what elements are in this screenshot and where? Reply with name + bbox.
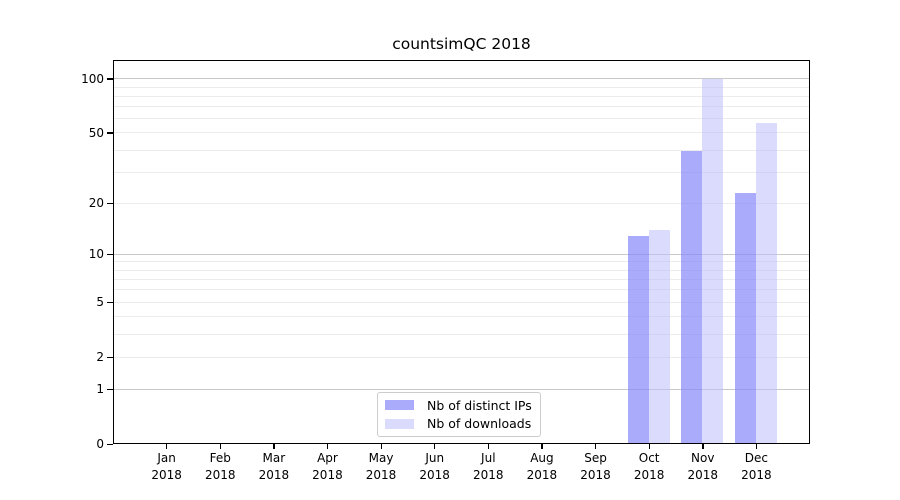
x-tick-mark <box>487 444 490 449</box>
x-tick-label-dec: Dec 2018 <box>726 450 786 483</box>
x-tick-year: 2018 <box>151 467 182 482</box>
gridline-minor <box>114 106 809 108</box>
x-tick-year: 2018 <box>633 467 665 482</box>
legend-item-distinct-ips: Nb of distinct IPs <box>378 397 540 414</box>
x-tick-label-oct: Oct 2018 <box>619 450 679 483</box>
gridline-minor <box>114 278 809 280</box>
x-tick-label-nov: Nov 2018 <box>673 450 733 483</box>
x-tick-mark <box>434 444 436 449</box>
x-tick-month: Nov <box>691 451 715 465</box>
y-tick-label: 0 <box>96 437 104 451</box>
gridline-minor <box>114 269 809 271</box>
y-tick-label: 10 <box>88 247 104 262</box>
x-tick-year: 2018 <box>687 467 719 482</box>
x-tick-label-feb: Feb 2018 <box>190 450 250 483</box>
bar-distinct-ips-dec <box>734 192 756 443</box>
x-tick-mark <box>273 444 275 449</box>
legend-label-downloads: Nb of downloads <box>427 416 532 432</box>
bar-downloads-nov <box>702 79 724 443</box>
y-tick-label: 2 <box>96 350 104 365</box>
x-tick-label-jun: Jun 2018 <box>405 450 465 483</box>
y-tick-label: 5 <box>96 295 104 310</box>
legend: Nb of distinct IPs Nb of downloads <box>377 392 541 437</box>
gridline-minor <box>114 171 809 173</box>
legend-label-distinct-ips: Nb of distinct IPs <box>427 397 532 413</box>
y-tick-mark <box>107 443 113 445</box>
gridline-minor <box>114 289 809 291</box>
y-tick-label: 50 <box>88 125 104 140</box>
x-tick-month: Feb <box>209 451 231 465</box>
y-tick-label: 20 <box>88 196 104 211</box>
x-tick-label-aug: Aug 2018 <box>512 450 572 483</box>
x-tick-month: Jul <box>481 451 496 465</box>
x-tick-year: 2018 <box>526 467 558 482</box>
x-tick-year: 2018 <box>580 467 611 482</box>
gridline-minor <box>114 316 809 318</box>
x-tick-mark <box>541 444 543 449</box>
gridline-major <box>114 388 809 390</box>
x-tick-month: Sep <box>584 451 607 465</box>
x-tick-month: May <box>368 451 394 465</box>
bar-distinct-ips-nov <box>681 150 703 443</box>
bar-distinct-ips-oct <box>627 235 649 443</box>
x-tick-mark <box>326 444 329 449</box>
y-tick-mark <box>107 301 113 303</box>
x-tick-month: Aug <box>530 451 554 465</box>
x-tick-month: Mar <box>262 451 286 465</box>
x-tick-label-sep: Sep 2018 <box>566 450 626 483</box>
y-tick-mark <box>107 388 113 390</box>
gridline-minor <box>114 95 809 97</box>
x-tick-label-jan: Jan 2018 <box>137 450 197 483</box>
x-tick-year: 2018 <box>473 467 504 482</box>
x-tick-mark <box>166 444 168 449</box>
gridline-minor <box>114 118 809 120</box>
gridline-minor <box>114 356 809 358</box>
y-tick-mark <box>107 356 113 358</box>
gridline-minor <box>114 202 809 204</box>
x-tick-month: Oct <box>638 451 660 465</box>
x-tick-month: Jun <box>425 451 445 465</box>
gridline-major <box>114 78 809 80</box>
y-tick-mark <box>107 202 113 204</box>
chart-title: countsimQC 2018 <box>392 35 531 53</box>
x-tick-year: 2018 <box>741 467 772 482</box>
x-tick-mark <box>648 444 650 449</box>
x-tick-mark <box>219 444 222 449</box>
y-tick-mark <box>107 78 113 80</box>
gridline-major <box>114 253 809 255</box>
x-tick-mark <box>702 444 704 449</box>
legend-swatch-distinct-ips <box>385 400 414 411</box>
plot-area <box>113 60 810 444</box>
x-tick-year: 2018 <box>258 467 290 482</box>
y-tick-mark <box>107 253 113 256</box>
gridline-minor <box>114 333 809 335</box>
gridline-minor <box>114 132 809 134</box>
y-tick-mark <box>107 132 113 134</box>
gridline-minor <box>114 301 809 303</box>
x-tick-mark <box>380 444 382 449</box>
gridline-minor <box>114 149 809 151</box>
x-tick-label-may: May 2018 <box>351 450 411 483</box>
legend-item-downloads: Nb of downloads <box>378 415 540 432</box>
gridline-minor <box>114 261 809 263</box>
bar-downloads-oct <box>648 230 670 443</box>
x-tick-label-jul: Jul 2018 <box>458 450 518 483</box>
x-tick-mark <box>595 444 597 449</box>
x-tick-label-mar: Mar 2018 <box>244 450 304 483</box>
x-tick-month: Apr <box>317 451 338 465</box>
x-tick-mark <box>755 444 758 449</box>
x-tick-year: 2018 <box>312 467 343 482</box>
x-tick-year: 2018 <box>204 467 236 482</box>
y-tick-label: 1 <box>96 382 104 397</box>
x-tick-label-apr: Apr 2018 <box>297 450 357 483</box>
gridline-minor <box>114 86 809 88</box>
y-tick-label: 100 <box>81 71 104 86</box>
x-tick-year: 2018 <box>419 467 450 482</box>
x-tick-year: 2018 <box>365 467 397 482</box>
x-tick-month: Jan <box>157 451 176 465</box>
x-tick-month: Dec <box>744 451 768 465</box>
bar-downloads-dec <box>755 123 777 443</box>
legend-swatch-downloads <box>385 418 414 429</box>
